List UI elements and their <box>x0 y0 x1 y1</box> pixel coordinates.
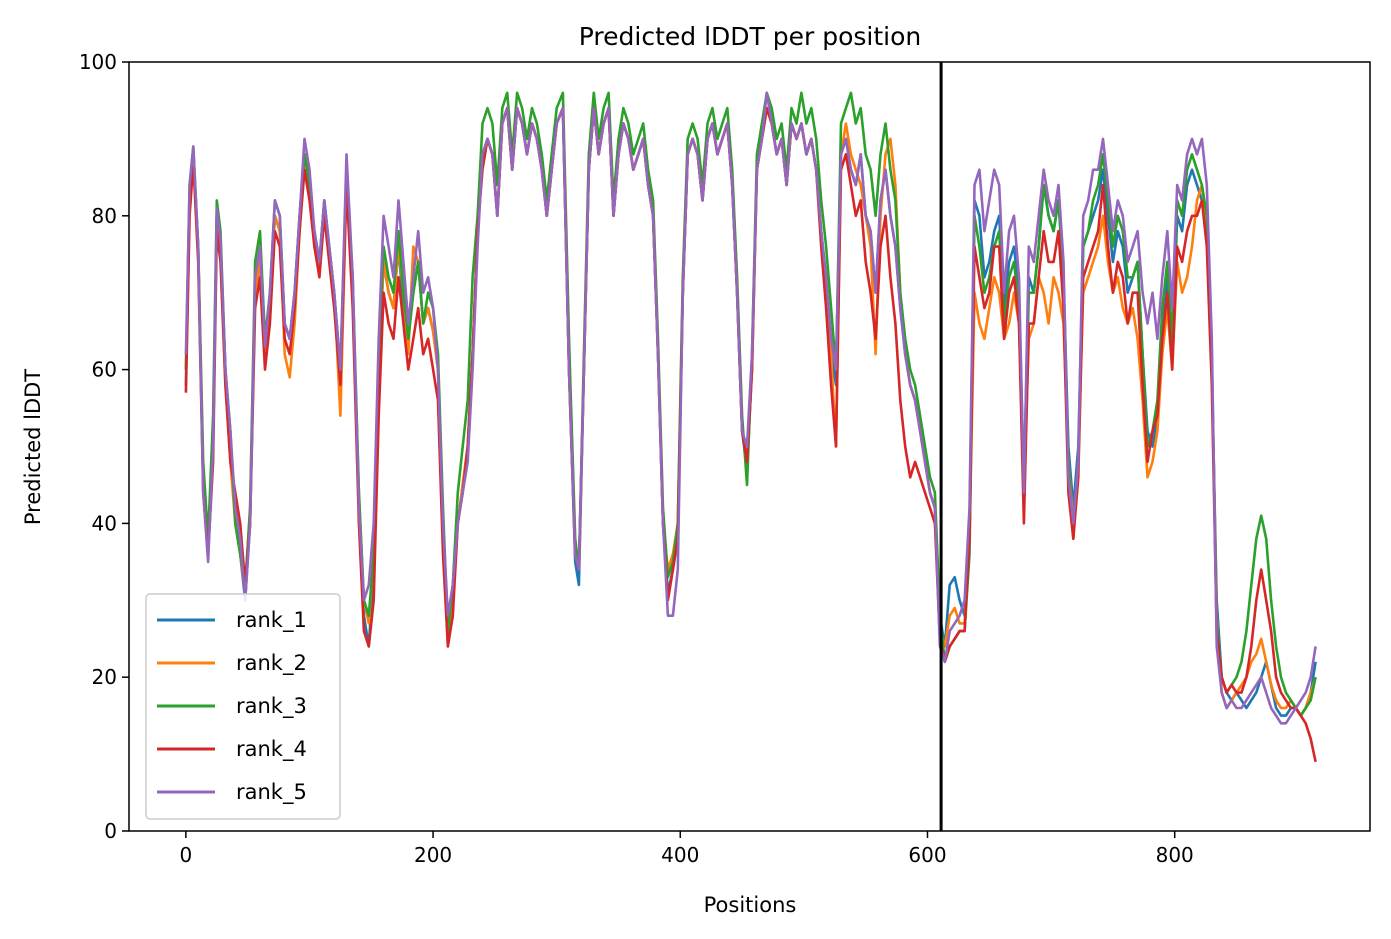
x-tick-label: 0 <box>179 843 192 867</box>
plot-frame <box>128 61 1371 832</box>
x-tick-label: 400 <box>661 843 699 867</box>
y-tick-label: 0 <box>104 819 117 843</box>
x-axis-ticks: 0 200 400 600 800 <box>179 831 1194 867</box>
legend: rank_1 rank_2 rank_3 rank_4 rank_5 <box>145 593 341 820</box>
x-tick-label: 200 <box>414 843 452 867</box>
y-tick-label: 100 <box>79 50 117 74</box>
y-tick-label: 80 <box>92 204 117 228</box>
y-tick-label: 40 <box>92 511 117 535</box>
legend-box <box>145 593 341 820</box>
x-tick-label: 600 <box>908 843 946 867</box>
series-lines <box>184 91 1317 763</box>
legend-label: rank_4 <box>236 737 307 762</box>
legend-label: rank_3 <box>236 694 307 719</box>
y-axis-title: Predicted lDDT <box>21 369 45 525</box>
y-axis-ticks: 0 20 40 60 80 100 <box>79 50 129 843</box>
y-tick-label: 60 <box>92 358 117 382</box>
x-tick-label: 800 <box>1156 843 1194 867</box>
legend-label: rank_1 <box>236 608 307 633</box>
y-tick-label: 20 <box>92 665 117 689</box>
legend-label: rank_2 <box>236 651 307 676</box>
x-axis-title: Positions <box>704 893 797 917</box>
series-line-rank-5 <box>184 91 1317 725</box>
legend-label: rank_5 <box>236 780 307 805</box>
chart-title: Predicted lDDT per position <box>579 22 921 51</box>
